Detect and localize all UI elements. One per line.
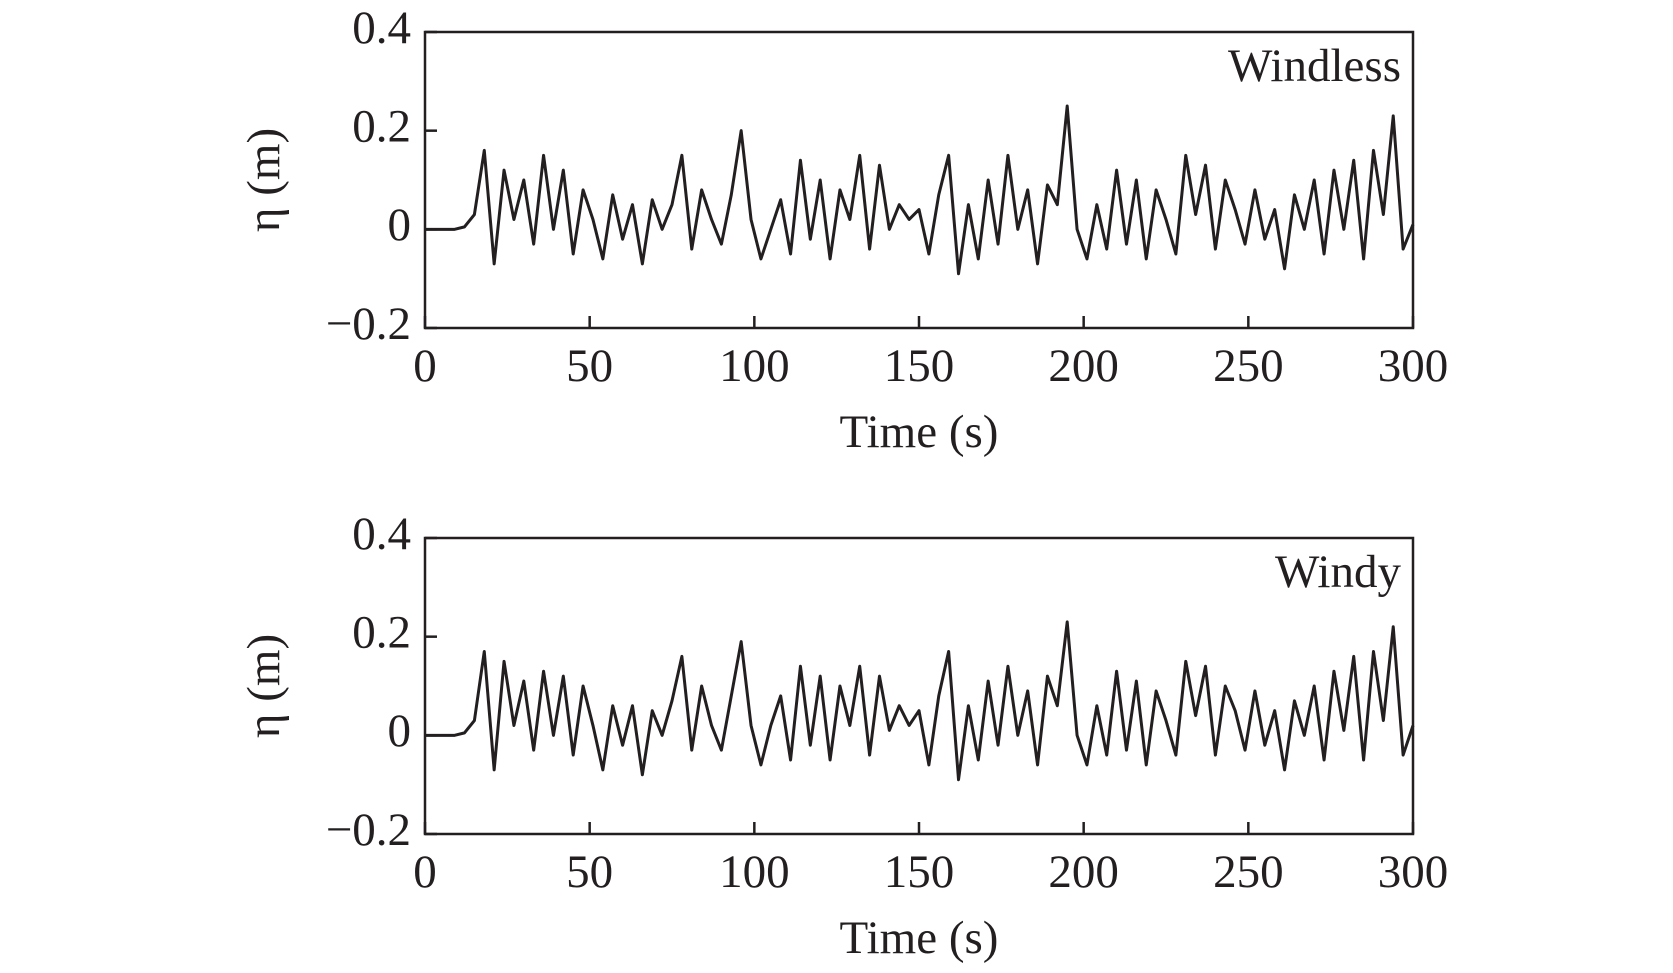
x-tick-label: 300 [1378,846,1449,898]
x-tick-label: 250 [1213,846,1284,898]
x-tick-label: 250 [1213,340,1284,392]
x-tick-label: 200 [1048,846,1119,898]
y-tick-label: 0 [388,199,412,251]
y-tick-label: 0.4 [352,2,411,54]
x-tick-label: 100 [719,846,790,898]
y-tick-label: 0.2 [352,606,411,658]
data-line [425,104,1415,276]
y-axis-label: η (m) [238,128,290,232]
data-line [425,620,1415,782]
x-axis-label: Time (s) [840,912,999,964]
x-axis-label: Time (s) [840,406,999,458]
x-tick-label: 0 [413,846,437,898]
panel-annotation: Windless [1228,40,1401,92]
x-tick-label: 100 [719,340,790,392]
y-tick-label: −0.2 [326,298,411,350]
plot-frame [423,536,1415,836]
x-tick-label: 50 [566,340,613,392]
x-tick-label: 150 [884,846,955,898]
y-tick-label: −0.2 [326,804,411,856]
y-tick-label: 0 [388,705,412,757]
y-axis-label: η (m) [238,634,290,738]
panel-annotation: Windy [1275,546,1402,598]
y-tick-label: 0.2 [352,100,411,152]
x-tick-label: 300 [1378,340,1449,392]
x-tick-label: 150 [884,340,955,392]
x-tick-label: 200 [1048,340,1119,392]
x-tick-label: 0 [413,340,437,392]
x-tick-label: 50 [566,846,613,898]
y-tick-label: 0.4 [352,508,411,560]
